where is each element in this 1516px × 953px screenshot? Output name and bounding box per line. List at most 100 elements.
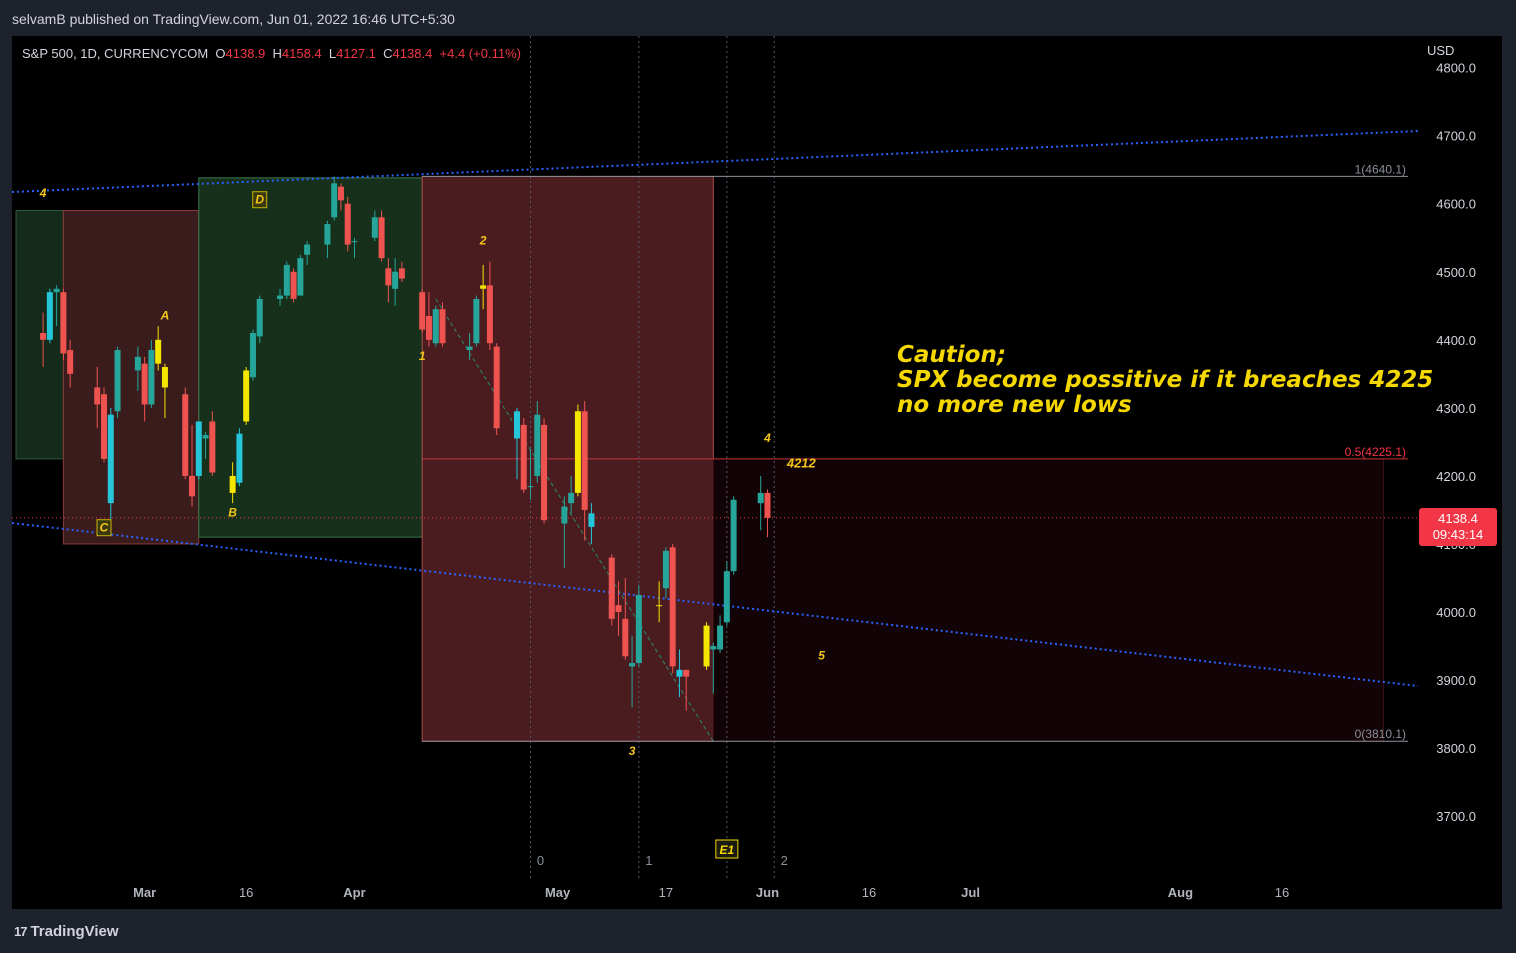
open-value: 4138.9 (225, 46, 266, 61)
candle-25 (283, 264, 290, 296)
tradingview-logo[interactable]: 17 TradingView (14, 923, 119, 940)
candle-72 (730, 499, 737, 572)
currency-label[interactable]: USD (1427, 43, 1455, 58)
candle-44 (473, 298, 480, 344)
cycle-label-1: 1 (645, 853, 652, 868)
candle-67 (683, 669, 690, 677)
candle-15 (189, 475, 196, 497)
candle-5 (94, 387, 101, 405)
candle-27 (297, 258, 304, 296)
candle-51 (534, 414, 541, 476)
candle-55 (574, 411, 581, 493)
x-tick-4: 17 (659, 885, 673, 900)
axes: 4800.04700.04600.04500.04400.04300.04200… (133, 61, 1476, 900)
x-tick-7: Jul (961, 885, 980, 900)
close-label: C (383, 46, 393, 61)
published-text: selvamB published on TradingView.com, Ju… (12, 11, 455, 27)
caution-line-2: SPX become possitive if it breaches 4225 (897, 367, 1434, 393)
wave-label-8: 4 (763, 431, 771, 445)
cycle-label-0: 0 (537, 853, 544, 868)
candle-28 (304, 244, 311, 255)
caution-annotation[interactable]: Caution; SPX become possitive if it brea… (897, 343, 1433, 418)
candle-58 (608, 557, 615, 619)
candle-49 (520, 424, 527, 490)
candle-52 (541, 424, 548, 521)
candle-38 (398, 268, 405, 279)
candle-2 (53, 288, 60, 293)
footer-bar (0, 909, 1516, 953)
x-tick-2: Apr (343, 885, 365, 900)
open-label: O (215, 46, 226, 61)
trend-lines: 1(4640.1) 0.5(4225.1) 0(3810.1) (11, 130, 1419, 742)
candle-68 (703, 625, 710, 667)
candle-26 (290, 271, 297, 299)
bar-countdown: 09:43:14 (1432, 527, 1484, 542)
candle-1 (46, 292, 53, 340)
x-tick-1: 16 (239, 885, 253, 900)
wave-label-2: A (160, 308, 170, 322)
wave-label-box-3 (96, 519, 112, 537)
candle-22 (249, 333, 256, 378)
candle-62 (635, 595, 642, 664)
candle-46 (486, 285, 493, 344)
candle-37 (392, 271, 399, 289)
wave-label-3: C (100, 521, 109, 535)
fib-label-0: 1(4640.1) (1355, 162, 1406, 176)
caution-line-3: no more new lows (897, 392, 1132, 418)
publish-header: selvamB published on TradingView.com, Ju… (0, 0, 1516, 36)
candle-31 (337, 186, 344, 201)
candle-12 (155, 339, 162, 364)
candle-33 (351, 241, 358, 243)
candle-63 (656, 605, 663, 607)
candle-14 (182, 394, 189, 476)
zone-dark-proj (712, 458, 1385, 742)
x-tick-6: 16 (862, 885, 876, 900)
y-tick-1: 4700.0 (1436, 129, 1476, 144)
candle-24 (277, 295, 284, 299)
wave-label-1: D (255, 193, 264, 207)
cycle-label-3: 2 (781, 853, 788, 868)
candle-11 (148, 350, 155, 405)
wave-label-4: B (228, 506, 237, 520)
x-tick-9: 16 (1275, 885, 1289, 900)
candle-71 (723, 571, 730, 623)
cycle-label-box-2 (715, 839, 739, 859)
candle-23 (256, 298, 263, 337)
fib-label-1: 0.5(4225.1) (1345, 445, 1406, 459)
tradingview-mark-icon: 17 (14, 924, 28, 939)
candle-29 (324, 224, 331, 245)
wave-label-7: 3 (629, 744, 636, 758)
candle-9 (134, 356, 141, 371)
wave-label-5: 2 (479, 234, 487, 248)
change-value: +4.4 (+0.11%) (439, 46, 521, 61)
y-tick-4: 4400.0 (1436, 333, 1476, 348)
candle-43 (466, 346, 473, 351)
candle-7 (107, 414, 114, 504)
x-tick-0: Mar (133, 885, 156, 900)
candle-16 (195, 421, 202, 476)
y-tick-2: 4600.0 (1436, 197, 1476, 212)
candle-17 (202, 435, 209, 439)
candle-3 (60, 292, 67, 354)
candle-70 (717, 625, 724, 650)
candle-0 (40, 333, 47, 340)
candle-20 (236, 433, 243, 483)
candle-8 (114, 350, 121, 412)
y-tick-11: 3700.0 (1436, 809, 1476, 824)
high-value: 4158.4 (281, 46, 322, 61)
candle-36 (385, 268, 392, 286)
candle-30 (331, 183, 338, 218)
low-label: L (328, 46, 337, 61)
candle-65 (669, 547, 676, 667)
zone-green-left (15, 210, 64, 460)
candle-13 (161, 367, 168, 388)
y-tick-3: 4500.0 (1436, 265, 1476, 280)
close-value: 4138.4 (392, 46, 433, 61)
low-value: 4127.1 (336, 46, 376, 61)
candle-41 (432, 309, 439, 344)
candle-66 (676, 669, 683, 677)
fib-label-2: 0(3810.1) (1355, 727, 1406, 741)
upper-trendline (11, 130, 1419, 193)
candle-60 (622, 618, 629, 657)
